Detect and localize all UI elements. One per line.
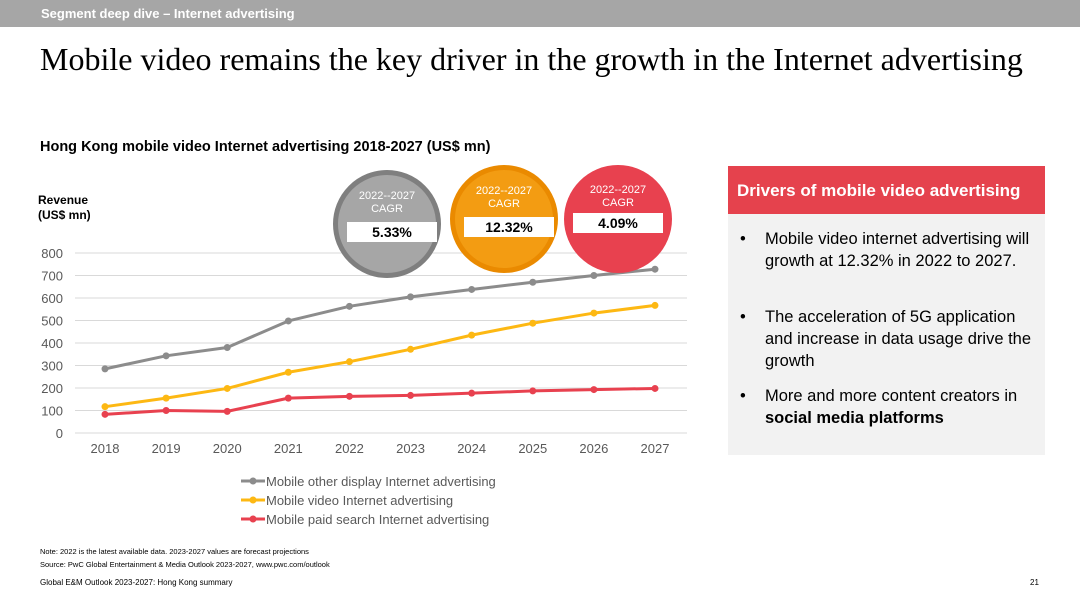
data-point — [101, 365, 109, 373]
chart-note: Note: 2022 is the latest available data.… — [40, 547, 309, 556]
data-point — [529, 319, 537, 327]
data-point — [162, 407, 170, 414]
y-tick-label: 300 — [41, 359, 63, 374]
legend-swatch-marker — [249, 515, 257, 523]
legend-label: Mobile paid search Internet advertising — [266, 512, 489, 527]
data-point — [468, 389, 476, 397]
data-point — [223, 384, 231, 392]
data-point — [651, 265, 659, 273]
y-tick-label: 800 — [41, 246, 63, 261]
data-point — [101, 403, 109, 411]
page-number: 21 — [1030, 578, 1039, 587]
x-tick-label: 2021 — [274, 441, 303, 456]
data-point — [529, 387, 537, 395]
legend-swatch-marker — [249, 496, 257, 504]
y-axis-label-line2: (US$ mn) — [38, 208, 91, 222]
x-tick-label: 2026 — [579, 441, 608, 456]
chart-title: Hong Kong mobile video Internet advertis… — [40, 139, 491, 155]
chart-source: Source: PwC Global Entertainment & Media… — [40, 560, 330, 569]
data-point — [651, 301, 659, 309]
cagr-caption: 2022--2027 CAGR — [564, 184, 672, 210]
line-chart: 0 100 200 300 400 500 600 700 800 2018 2019 2020 202… — [41, 246, 687, 527]
cagr-period: 2022--2027 — [475, 185, 533, 197]
cagr-label: CAGR — [371, 203, 403, 215]
data-point — [162, 352, 170, 360]
cagr-value: 12.32% — [464, 217, 554, 237]
driver-text: The acceleration of 5G application and i… — [765, 308, 1032, 370]
legend-swatch-marker — [249, 477, 257, 485]
drivers-panel: Drivers of mobile video advertising • Mo… — [728, 166, 1045, 455]
series-line-2 — [104, 303, 656, 409]
top-banner: Segment deep dive – Internet advertising — [0, 0, 1080, 27]
y-axis-label-line1: Revenue — [38, 193, 89, 207]
cagr-period: 2022--2027 — [589, 184, 647, 196]
slide-title: Mobile video remains the key driver in t… — [40, 41, 1023, 77]
series-line-1 — [104, 267, 656, 371]
x-tick-label: 2019 — [152, 441, 181, 456]
y-tick-label: 400 — [41, 336, 63, 351]
data-point — [345, 392, 353, 400]
bullet-dot: • — [740, 308, 746, 326]
y-tick-label: 500 — [41, 314, 63, 329]
y-tick-label: 700 — [41, 269, 63, 284]
data-point — [407, 293, 415, 301]
driver-text-prefix: More and more content creators in — [765, 387, 1018, 405]
series-line-3 — [104, 386, 656, 416]
footer-title: Global E&M Outlook 2023-2027: Hong Kong … — [40, 578, 233, 587]
cagr-bubble-paid-search: 2022--2027 CAGR 4.09% — [564, 165, 672, 273]
data-point — [345, 302, 353, 310]
data-point — [284, 394, 292, 402]
cagr-bubble-other-display: 2022--2027 CAGR 5.33% — [333, 170, 441, 278]
cagr-value: 4.09% — [573, 213, 663, 233]
x-tick-label: 2018 — [91, 441, 120, 456]
bullet-dot: • — [740, 230, 746, 248]
drivers-panel-heading: Drivers of mobile video advertising — [737, 181, 1021, 200]
x-tick-label: 2020 — [213, 441, 242, 456]
data-point — [101, 410, 109, 418]
y-axis-label: Revenue (US$ mn) — [38, 193, 108, 223]
cagr-period: 2022--2027 — [358, 190, 416, 202]
data-point — [468, 331, 476, 339]
y-tick-label: 100 — [41, 404, 63, 419]
cagr-caption: 2022--2027 CAGR — [338, 190, 436, 216]
data-point — [345, 358, 353, 366]
data-point — [223, 344, 231, 351]
data-point — [223, 407, 231, 415]
data-point — [407, 391, 415, 399]
x-tick-label: 2022 — [335, 441, 364, 456]
legend-label: Mobile other display Internet advertisin… — [266, 474, 496, 489]
data-point — [284, 317, 292, 325]
cagr-value: 5.33% — [347, 222, 437, 242]
legend-label: Mobile video Internet advertising — [266, 493, 453, 508]
data-point — [590, 309, 598, 317]
y-tick-label: 0 — [56, 426, 63, 441]
section-label: Segment deep dive – Internet advertising — [41, 6, 295, 21]
y-tick-label: 200 — [41, 381, 63, 396]
data-point — [651, 384, 659, 392]
x-tick-label: 2025 — [518, 441, 547, 456]
drivers-panel-header: Drivers of mobile video advertising — [728, 166, 1045, 214]
y-tick-label: 600 — [41, 291, 63, 306]
driver-text: More and more content creators in social… — [765, 385, 1035, 429]
x-tick-label: 2027 — [641, 441, 670, 456]
data-point — [284, 368, 292, 376]
data-point — [590, 386, 598, 394]
cagr-bubble-video: 2022--2027 CAGR 12.32% — [450, 165, 558, 273]
data-point — [468, 285, 476, 293]
data-point — [162, 394, 170, 402]
data-point — [529, 278, 537, 286]
x-tick-label: 2024 — [457, 441, 486, 456]
cagr-label: CAGR — [602, 197, 634, 209]
driver-text-bold: social media platforms — [765, 409, 944, 427]
driver-text: Mobile video internet advertising will g… — [765, 230, 1030, 270]
cagr-label: CAGR — [488, 198, 520, 210]
data-point — [407, 345, 415, 353]
data-point — [590, 272, 598, 279]
x-tick-label: 2023 — [396, 441, 425, 456]
cagr-caption: 2022--2027 CAGR — [455, 185, 553, 211]
bullet-dot: • — [740, 387, 746, 405]
